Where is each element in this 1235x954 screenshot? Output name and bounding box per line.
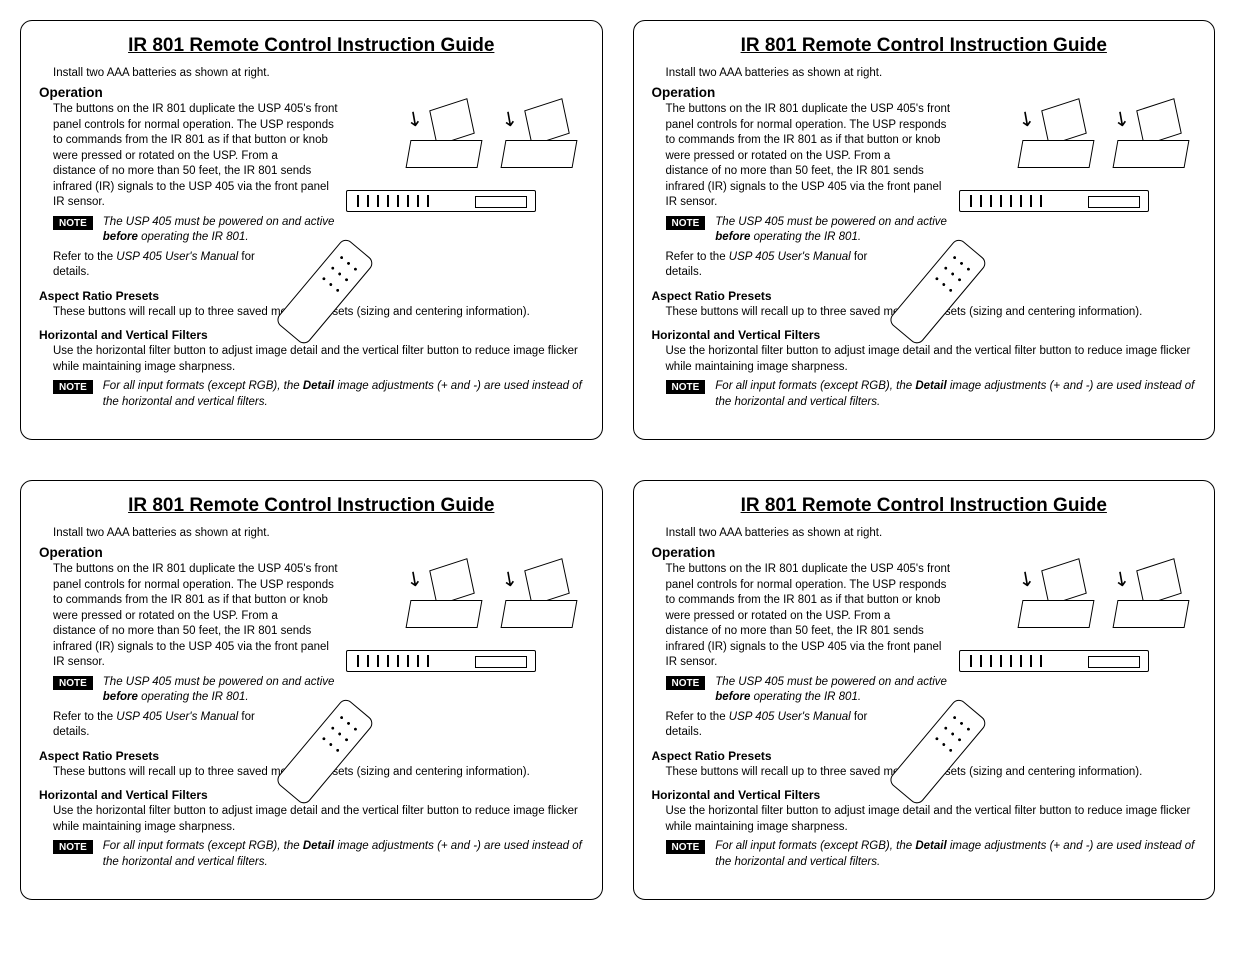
note-2-text: For all input formats (except RGB), the … <box>103 379 584 410</box>
operation-heading: Operation <box>652 85 1197 100</box>
note-2: NOTE For all input formats (except RGB),… <box>666 839 1197 870</box>
battery-install-figure-2: ↘ <box>499 102 584 172</box>
page-grid: IR 801 Remote Control Instruction Guide … <box>20 20 1215 900</box>
card-title: IR 801 Remote Control Instruction Guide <box>652 35 1197 57</box>
operation-p1: The buttons on the IR 801 duplicate the … <box>53 562 338 624</box>
operation-p1: The buttons on the IR 801 duplicate the … <box>53 102 338 164</box>
card-title: IR 801 Remote Control Instruction Guide <box>39 35 584 57</box>
operation-p1: The buttons on the IR 801 duplicate the … <box>666 102 951 164</box>
battery-install-figure-1: ↘ <box>404 562 489 632</box>
note-badge: NOTE <box>53 216 93 230</box>
note-badge: NOTE <box>53 380 93 394</box>
note-1-text: The USP 405 must be powered on and activ… <box>715 675 951 706</box>
refer-text: Refer to the USP 405 User's Manual for d… <box>53 710 273 741</box>
operation-p2: distance of no more than 50 feet, the IR… <box>53 624 338 671</box>
note-1-text: The USP 405 must be powered on and activ… <box>715 215 951 246</box>
intro-text: Install two AAA batteries as shown at ri… <box>53 67 584 79</box>
figure-column: ↘ ↘ <box>346 102 583 281</box>
intro-text: Install two AAA batteries as shown at ri… <box>666 67 1197 79</box>
operation-p2: distance of no more than 50 feet, the IR… <box>666 164 951 211</box>
note-1-text: The USP 405 must be powered on and activ… <box>103 215 339 246</box>
operation-row: The buttons on the IR 801 duplicate the … <box>39 562 584 741</box>
intro-text: Install two AAA batteries as shown at ri… <box>666 527 1197 539</box>
figure-column: ↘ ↘ <box>959 102 1196 281</box>
front-panel-figure <box>959 650 1149 672</box>
front-panel-figure <box>346 190 536 212</box>
operation-text: The buttons on the IR 801 duplicate the … <box>652 562 951 741</box>
front-panel-figure <box>959 190 1149 212</box>
card-title: IR 801 Remote Control Instruction Guide <box>652 495 1197 517</box>
figure-column: ↘ ↘ <box>346 562 583 741</box>
note-2-text: For all input formats (except RGB), the … <box>715 379 1196 410</box>
battery-install-figure-2: ↘ <box>499 562 584 632</box>
instruction-card: IR 801 Remote Control Instruction Guide … <box>633 480 1216 900</box>
operation-p2: distance of no more than 50 feet, the IR… <box>666 624 951 671</box>
intro-text: Install two AAA batteries as shown at ri… <box>53 527 584 539</box>
battery-install-figure-1: ↘ <box>1016 102 1101 172</box>
battery-install-figure-1: ↘ <box>1016 562 1101 632</box>
note-2-text: For all input formats (except RGB), the … <box>715 839 1196 870</box>
instruction-card: IR 801 Remote Control Instruction Guide … <box>633 20 1216 440</box>
note-1: NOTE The USP 405 must be powered on and … <box>53 675 338 706</box>
note-badge: NOTE <box>53 840 93 854</box>
note-badge: NOTE <box>53 676 93 690</box>
note-1: NOTE The USP 405 must be powered on and … <box>666 675 951 706</box>
refer-text: Refer to the USP 405 User's Manual for d… <box>53 250 273 281</box>
operation-text: The buttons on the IR 801 duplicate the … <box>652 102 951 281</box>
figure-column: ↘ ↘ <box>959 562 1196 741</box>
refer-text: Refer to the USP 405 User's Manual for d… <box>666 250 886 281</box>
operation-p2: distance of no more than 50 feet, the IR… <box>53 164 338 211</box>
operation-row: The buttons on the IR 801 duplicate the … <box>652 102 1197 281</box>
refer-text: Refer to the USP 405 User's Manual for d… <box>666 710 886 741</box>
battery-install-figure-2: ↘ <box>1111 562 1196 632</box>
note-2: NOTE For all input formats (except RGB),… <box>53 839 584 870</box>
operation-row: The buttons on the IR 801 duplicate the … <box>39 102 584 281</box>
note-2: NOTE For all input formats (except RGB),… <box>53 379 584 410</box>
battery-install-figure-2: ↘ <box>1111 102 1196 172</box>
operation-heading: Operation <box>652 545 1197 560</box>
operation-row: The buttons on the IR 801 duplicate the … <box>652 562 1197 741</box>
note-badge: NOTE <box>666 216 706 230</box>
note-2: NOTE For all input formats (except RGB),… <box>666 379 1197 410</box>
note-1: NOTE The USP 405 must be powered on and … <box>53 215 338 246</box>
note-1-text: The USP 405 must be powered on and activ… <box>103 675 339 706</box>
operation-heading: Operation <box>39 85 584 100</box>
note-badge: NOTE <box>666 840 706 854</box>
note-badge: NOTE <box>666 676 706 690</box>
instruction-card: IR 801 Remote Control Instruction Guide … <box>20 480 603 900</box>
note-1: NOTE The USP 405 must be powered on and … <box>666 215 951 246</box>
front-panel-figure <box>346 650 536 672</box>
operation-text: The buttons on the IR 801 duplicate the … <box>39 102 338 281</box>
operation-p1: The buttons on the IR 801 duplicate the … <box>666 562 951 624</box>
note-badge: NOTE <box>666 380 706 394</box>
note-2-text: For all input formats (except RGB), the … <box>103 839 584 870</box>
operation-heading: Operation <box>39 545 584 560</box>
card-title: IR 801 Remote Control Instruction Guide <box>39 495 584 517</box>
operation-text: The buttons on the IR 801 duplicate the … <box>39 562 338 741</box>
instruction-card: IR 801 Remote Control Instruction Guide … <box>20 20 603 440</box>
battery-install-figure-1: ↘ <box>404 102 489 172</box>
